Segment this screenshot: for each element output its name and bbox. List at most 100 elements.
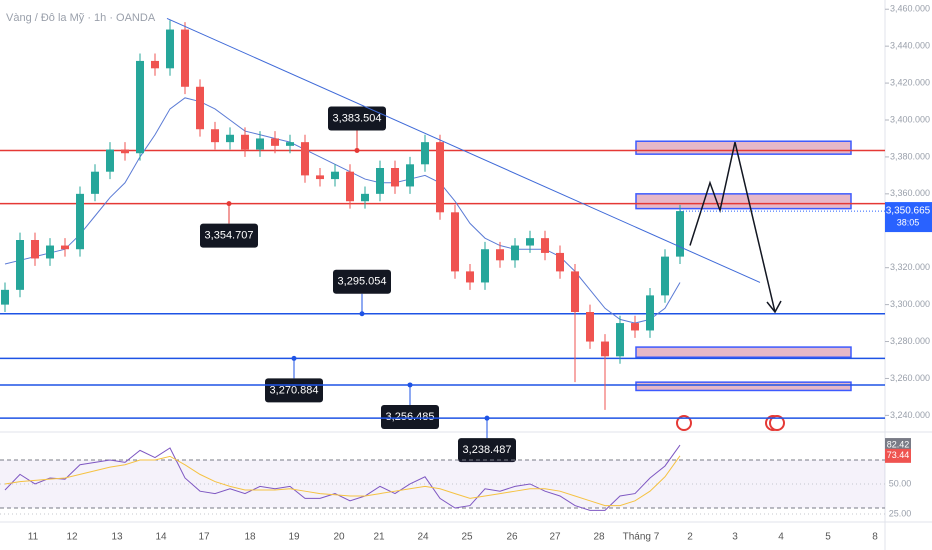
candle-body [346, 171, 354, 202]
zone [635, 346, 852, 358]
candle-body [46, 245, 54, 259]
level-badge [458, 438, 516, 463]
candle-body [256, 138, 264, 150]
x-tick-label: 20 [333, 532, 345, 543]
flag-icon [676, 415, 785, 431]
moving-average [4, 97, 681, 324]
trendline [166, 18, 761, 283]
candle-body [331, 171, 339, 180]
x-tick-label: 24 [417, 532, 429, 543]
level-label: 3,383.504 [333, 112, 382, 124]
candle-body [16, 240, 24, 290]
candle-body [391, 168, 399, 187]
x-tick-label: 21 [373, 532, 385, 543]
last-price-label: 3,350.665 [886, 206, 931, 217]
candle-body [466, 271, 474, 283]
level-label: 3,256.485 [386, 411, 435, 423]
level-label: 3,238.487 [463, 444, 512, 456]
level-label: 3,270.884 [270, 384, 319, 396]
x-tick-label: 27 [549, 532, 561, 543]
y-tick-label: 3,420.000 [890, 77, 930, 87]
candle-body [421, 142, 429, 165]
x-tick-label: 18 [244, 532, 256, 543]
candle-body [526, 238, 534, 246]
candle-body [496, 249, 504, 261]
candle-body [196, 86, 204, 130]
candle-body [91, 171, 99, 194]
level-dot [291, 355, 297, 361]
y-tick-label: 3,440.000 [890, 41, 930, 51]
rsi-ma-line [4, 455, 681, 507]
countdown: 38:05 [897, 217, 920, 227]
candle-body [631, 323, 639, 331]
candle-body [586, 312, 594, 342]
candle-body [151, 60, 159, 69]
candle-body [661, 256, 669, 296]
candle-body [511, 245, 519, 261]
candle-body [76, 193, 84, 250]
level-label: 3,354.707 [205, 230, 254, 242]
candle-body [106, 149, 114, 172]
y-tick-label: 3,360.000 [890, 188, 930, 198]
candle-body [301, 142, 309, 176]
zone [635, 140, 852, 155]
candle-body [601, 341, 609, 357]
level-dot [484, 415, 490, 421]
level-badge [200, 223, 258, 248]
candle-body [211, 129, 219, 143]
x-tick-label: 19 [288, 532, 300, 543]
y-tick-label: 3,280.000 [890, 336, 930, 346]
candle-body [1, 289, 9, 305]
projection-arrowhead [766, 300, 782, 314]
candle-body [481, 249, 489, 283]
x-tick-label: 17 [198, 532, 210, 543]
candle-body [451, 212, 459, 272]
level-label: 3,295.054 [338, 276, 387, 288]
candle-body [541, 238, 549, 253]
x-tick-label: 13 [111, 532, 123, 543]
level-badge [333, 269, 391, 294]
candle-body [31, 240, 39, 259]
candle-body [646, 295, 654, 331]
level-dot [226, 201, 232, 207]
rsi-ma-label: 73.44 [887, 450, 910, 460]
x-tick-label: 5 [825, 532, 831, 543]
y-tick-label: 3,380.000 [890, 151, 930, 161]
candle-body [406, 164, 414, 187]
rsi-ma-badge [885, 448, 911, 463]
candle-body [676, 211, 684, 257]
candle-body [316, 175, 324, 180]
candle-body [226, 134, 234, 143]
y-tick-label: 3,260.000 [890, 373, 930, 383]
x-tick-label: 8 [872, 532, 878, 543]
x-tick-label: 2 [687, 532, 693, 543]
x-tick-label: 26 [506, 532, 518, 543]
x-tick-label: 28 [593, 532, 605, 543]
candle-body [136, 60, 144, 154]
rsi-last-label: 82.42 [887, 439, 910, 449]
candle-body [556, 252, 564, 272]
candle-body [436, 142, 444, 213]
level-badge [328, 106, 386, 131]
y-tick-label: 3,460.000 [890, 4, 930, 14]
candle-body [241, 134, 249, 150]
candle-body [361, 193, 369, 202]
zone [635, 381, 852, 392]
y-tick-label: 3,400.000 [890, 114, 930, 124]
candle-body [121, 149, 129, 154]
candle-body [616, 323, 624, 357]
chart-title: Vàng / Đô la Mỹ · 1h · OANDA [6, 12, 156, 24]
y-tick-label: 3,240.000 [890, 410, 930, 420]
candle-body [271, 138, 279, 146]
zone [635, 193, 852, 210]
candle-body [286, 142, 294, 146]
candle-body [181, 29, 189, 87]
level-dot [354, 147, 360, 153]
x-tick-label: Tháng 7 [623, 532, 660, 543]
level-badge [381, 404, 439, 429]
projection [689, 141, 776, 313]
rsi-tick-label: 25.00 [889, 508, 912, 518]
x-tick-label: 25 [461, 532, 473, 543]
candle-body [571, 271, 579, 312]
